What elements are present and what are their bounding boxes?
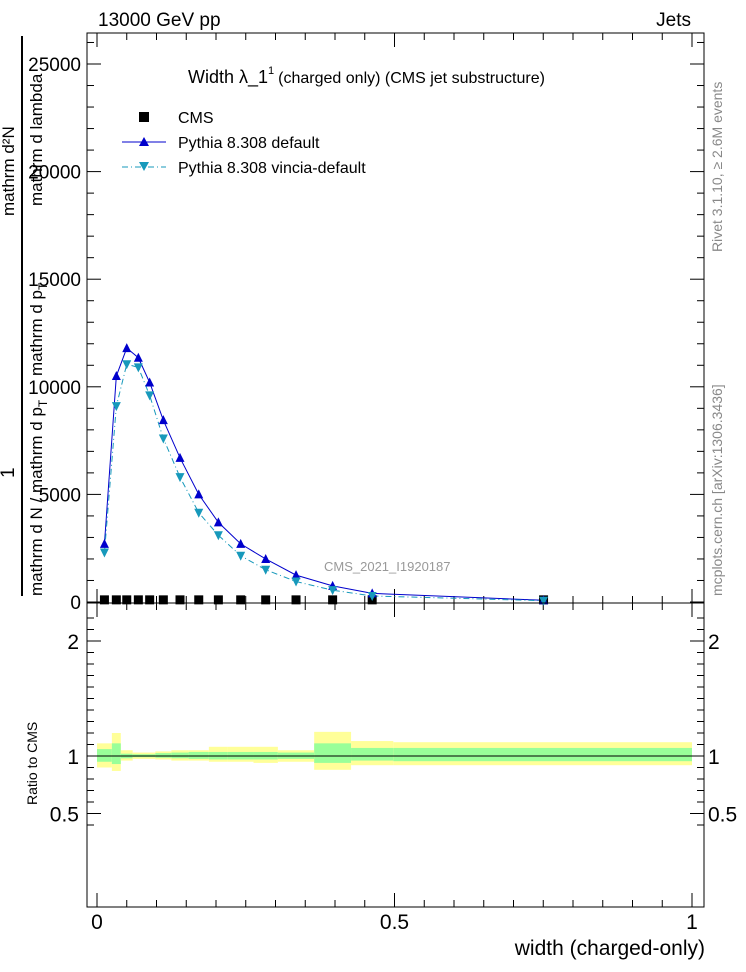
- y-label-top: mathrm d²N: [0, 126, 18, 216]
- main-ytick-label: 0: [70, 593, 81, 614]
- y-label-den-part2: mathrm d pT: [27, 282, 50, 376]
- main-ytick-label: 10000: [28, 378, 81, 399]
- legend-label-default: Pythia 8.308 default: [178, 135, 320, 152]
- vincia-point: [145, 391, 155, 401]
- main-ytick-label: 15000: [28, 270, 81, 291]
- plot-title-sup: 1: [268, 65, 274, 77]
- legend-marker-default: [139, 137, 149, 146]
- default-point: [158, 415, 168, 425]
- ratio-band-inner: [155, 753, 172, 758]
- main-axes: 0 5000 10000 15000 20000 25000: [28, 33, 704, 614]
- ratio-band-inner: [314, 743, 352, 763]
- vincia-point: [133, 363, 143, 373]
- ratio-ytick-label: 0.5: [50, 804, 79, 827]
- main-ytick-label: 20000: [28, 163, 81, 184]
- legend: CMS Pythia 8.308 default Pythia 8.308 vi…: [122, 110, 366, 177]
- y-axis-label: 1 mathrm d N / mathrm d pT mathrm d²N ma…: [0, 36, 50, 596]
- ratio-ytick-label: 2: [67, 631, 79, 654]
- legend-label-cms: CMS: [178, 110, 214, 127]
- ratio-plot: [97, 731, 692, 771]
- cms-point: [145, 595, 155, 605]
- ratio-band-inner: [351, 747, 394, 761]
- cms-point: [99, 595, 109, 605]
- legend-label-vincia: Pythia 8.308 vincia-default: [178, 160, 366, 177]
- cms-point: [133, 595, 143, 605]
- ratio-y-label: Ratio to CMS: [24, 722, 40, 805]
- vincia-point: [367, 591, 377, 601]
- cms-point: [158, 595, 168, 605]
- ratio-band-inner: [188, 751, 209, 759]
- cms-point: [261, 595, 271, 605]
- vincia-point: [291, 577, 301, 587]
- cms-point: [194, 595, 204, 605]
- cms-point: [291, 595, 301, 605]
- default-point: [111, 371, 121, 381]
- ratio-band-inner: [393, 747, 692, 762]
- default-point: [213, 517, 223, 527]
- default-point: [194, 489, 204, 499]
- plot-title: Width λ_11 (charged only) (CMS jet substr…: [188, 65, 545, 88]
- ratio-ytick-label: 1: [67, 746, 79, 769]
- mcplots-label: mcplots.cern.ch [arXiv:1306.3436]: [709, 384, 725, 596]
- cms-point: [175, 595, 185, 605]
- default-point: [175, 452, 185, 462]
- cms-point: [236, 595, 246, 605]
- vincia-point: [175, 473, 185, 483]
- ratio-ytick-label-right: 0.5: [708, 804, 737, 827]
- ratio-band-inner: [111, 743, 121, 765]
- default-point: [99, 538, 109, 548]
- vincia-point: [194, 508, 204, 518]
- cms-point: [328, 595, 338, 605]
- cms-point: [122, 595, 132, 605]
- default-point: [122, 343, 132, 353]
- vincia-point: [111, 402, 121, 412]
- y-label-den-part1: mathrm d N / mathrm d pT: [27, 399, 50, 596]
- ratio-band-inner: [171, 752, 189, 759]
- vincia-point: [99, 548, 109, 558]
- vincia-point: [539, 596, 549, 606]
- default-point: [291, 570, 301, 580]
- xtick-label: 0: [91, 911, 103, 934]
- vincia-point: [236, 551, 246, 561]
- ratio-frame: [86, 602, 705, 908]
- x-axis-label: width (charged-only): [514, 937, 705, 960]
- rivet-version-label: Rivet 3.1.10, ≥ 2.6M events: [709, 82, 725, 252]
- vincia-point: [328, 586, 338, 596]
- vincia-point: [261, 565, 271, 575]
- vincia-point: [213, 531, 223, 541]
- ratio-ytick-label-right: 2: [708, 631, 720, 654]
- main-ytick-label: 25000: [28, 55, 81, 76]
- cms-point: [111, 595, 121, 605]
- default-point: [133, 352, 143, 362]
- default-point: [261, 553, 271, 563]
- vincia-point: [122, 360, 132, 370]
- header-right: Jets: [656, 10, 691, 31]
- main-ytick-label: 5000: [39, 485, 81, 506]
- y-label-numerator: 1: [0, 467, 19, 478]
- ratio-ytick-label-right: 1: [708, 746, 720, 769]
- cms-point: [213, 595, 223, 605]
- vincia-point: [158, 434, 168, 444]
- default-point: [145, 377, 155, 387]
- series-layer: [99, 343, 549, 606]
- default-point: [236, 538, 246, 548]
- xtick-label: 0.5: [380, 911, 409, 934]
- plot-title-main: Width λ_1: [188, 67, 268, 88]
- y-label-den-part3: mathrm d lambda: [27, 73, 46, 206]
- plot-title-rest: (charged only) (CMS jet substructure): [278, 70, 545, 87]
- legend-marker-vincia: [139, 162, 149, 171]
- ratio-axes: 0.5 0.5 1 1 2 2 0 0.5 1: [50, 603, 737, 934]
- ratio-band-inner: [97, 749, 112, 762]
- legend-marker-cms: [139, 112, 149, 122]
- header-left: 13000 GeV pp: [98, 10, 221, 31]
- xtick-label: 1: [686, 911, 698, 934]
- analysis-id: CMS_2021_I1920187: [324, 559, 451, 574]
